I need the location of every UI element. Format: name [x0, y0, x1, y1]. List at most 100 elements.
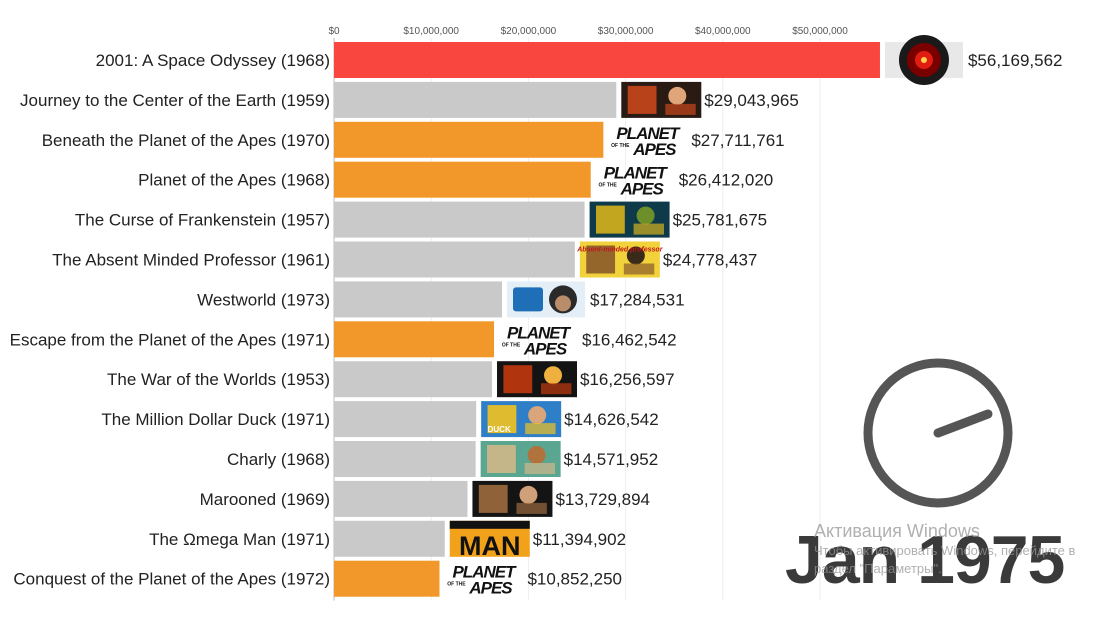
apes-logo-line2: APES	[468, 579, 513, 598]
bar-value-label: $29,043,965	[704, 91, 799, 110]
apes-logo-line2: APES	[620, 180, 665, 199]
gunslinger-face	[555, 295, 572, 312]
poster-face	[626, 246, 645, 265]
poster-detail	[633, 223, 664, 235]
x-axis-ticks: $0 $10,000,000 $20,000,000 $30,000,000 $40,0…	[328, 26, 848, 37]
bar	[334, 201, 585, 238]
poster-duck-icon: DUCK	[481, 401, 562, 438]
bar-value-label: $16,462,542	[582, 330, 677, 349]
poster-face	[544, 366, 563, 385]
bar-row: Journey to the Center of the Earth (1959…	[20, 81, 799, 118]
bar-category-label: Journey to the Center of the Earth (1959…	[20, 91, 330, 110]
poster-face	[668, 86, 687, 105]
bar-value-label: $16,256,597	[580, 370, 675, 389]
bar-category-label: The Million Dollar Duck (1971)	[101, 410, 330, 429]
clock-icon	[863, 358, 1013, 508]
x-tick-label: $0	[328, 26, 340, 37]
clock-hand	[933, 409, 993, 438]
bar-row: Beneath the Planet of the Apes (1970) PLA…	[42, 121, 785, 159]
poster-westworld-icon	[507, 281, 586, 318]
bar-row: The Million Dollar Duck (1971) DUCK $14,62…	[101, 401, 659, 438]
bar-value-label: $24,778,437	[663, 251, 758, 270]
bar	[334, 321, 495, 358]
poster-band	[449, 520, 530, 529]
poster-figure	[586, 245, 616, 274]
poster-figure	[487, 445, 516, 473]
apes-logo-of-the: OF THE	[447, 582, 466, 588]
poster-marooned-icon	[472, 480, 553, 517]
poster-duck-title: DUCK	[488, 425, 511, 434]
poster-frankenstein-icon	[589, 201, 670, 238]
apes-logo-line1: PLANET	[604, 164, 669, 183]
bar	[334, 241, 575, 278]
bar-row: The Curse of Frankenstein (1957) $25,781,…	[75, 201, 768, 238]
bar-value-label: $25,781,675	[673, 211, 768, 230]
bar-category-label: 2001: A Space Odyssey (1968)	[96, 51, 330, 70]
x-tick-label: $50,000,000	[792, 26, 848, 37]
bar-value-label: $13,729,894	[555, 490, 650, 509]
bar-row: The War of the Worlds (1953) $16,256,597	[107, 361, 675, 398]
apes-logo-line1: PLANET	[616, 124, 681, 143]
x-tick-label: $10,000,000	[403, 26, 459, 37]
poster-absent-minded-title: Absent-minded professor	[576, 247, 663, 254]
poster-figure	[627, 85, 657, 114]
poster-face	[519, 485, 538, 504]
bar-value-label: $10,852,250	[527, 570, 622, 589]
poster-absent-minded-icon: Absent-minded professor	[576, 241, 664, 278]
poster-detail	[623, 263, 655, 275]
bar-value-label: $11,394,902	[533, 530, 626, 549]
bar-category-label: The Absent Minded Professor (1961)	[52, 251, 330, 270]
poster-war-worlds-icon	[497, 361, 578, 398]
bar-category-label: The War of the Worlds (1953)	[107, 370, 330, 389]
x-tick-label: $30,000,000	[598, 26, 654, 37]
bar	[334, 42, 880, 78]
bar-value-label: $56,169,562	[968, 51, 1063, 70]
bar	[334, 281, 503, 318]
bar-category-label: Beneath the Planet of the Apes (1970)	[42, 131, 330, 150]
bar-category-label: The Ωmega Man (1971)	[149, 530, 330, 549]
x-tick-label: $40,000,000	[695, 26, 751, 37]
bar	[334, 560, 440, 597]
poster-figure	[478, 484, 508, 513]
hal-pupil	[920, 57, 927, 63]
apes-logo-line2: APES	[632, 140, 677, 159]
poster-face	[636, 206, 655, 225]
bar	[334, 161, 591, 198]
bar-row: Westworld (1973) $17,284,531	[197, 281, 685, 318]
apes-logo-of-the: OF THE	[611, 143, 630, 149]
poster-omega-man-icon: MAN	[449, 520, 530, 561]
apes-logo-line1: PLANET	[507, 323, 572, 342]
bar-row: Charly (1968) $14,571,952	[227, 441, 658, 477]
poster-detail	[541, 383, 572, 395]
bar	[334, 441, 476, 477]
apes-logo-line2: APES	[523, 339, 568, 358]
bar	[334, 81, 617, 118]
poster-figure	[595, 205, 625, 234]
bar-value-label: $27,711,761	[691, 131, 784, 150]
hal-eye-icon	[884, 35, 963, 85]
poster-figure	[503, 365, 533, 394]
apes-logo-line1: PLANET	[452, 563, 517, 582]
bar-row: Conquest of the Planet of the Apes (1972…	[13, 560, 622, 598]
poster-detail	[516, 502, 547, 514]
bars: 2001: A Space Odyssey (1968) $56,169,562 J…	[10, 35, 1063, 598]
bar	[334, 121, 604, 158]
bar-value-label: $26,412,020	[679, 171, 774, 190]
date-label: Jan 1975	[785, 522, 1065, 598]
bar	[334, 401, 477, 438]
poster-face	[528, 406, 547, 425]
poster-charly-icon	[480, 441, 561, 477]
bar-row: The Absent Minded Professor (1961) Absent…	[52, 241, 758, 278]
poster-figure	[487, 405, 517, 434]
bar-category-label: Marooned (1969)	[200, 490, 330, 509]
bar	[334, 520, 445, 557]
poster-face	[527, 446, 546, 464]
bar-row: The Ωmega Man (1971) MAN $11,394,902	[149, 520, 626, 561]
apes-logo-of-the: OF THE	[599, 183, 618, 189]
